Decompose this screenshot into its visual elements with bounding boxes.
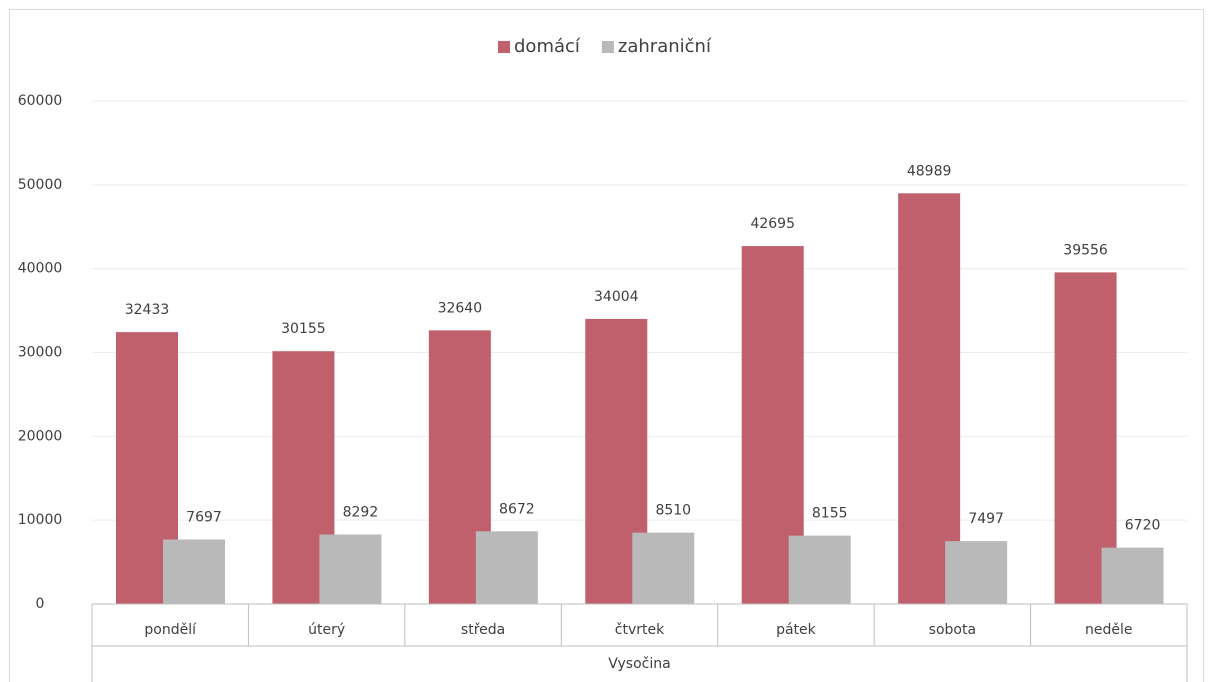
data-label: 8155 (812, 506, 848, 522)
data-label: 42695 (750, 216, 795, 232)
x-tick-label: sobota (929, 622, 976, 638)
data-label: 30155 (281, 321, 326, 337)
bar (475, 531, 538, 604)
x-group-label: Vysočina (608, 656, 670, 672)
x-tick-label: středa (461, 622, 505, 638)
data-label: 32433 (125, 302, 170, 318)
bar (788, 535, 851, 604)
data-label: 6720 (1125, 518, 1161, 534)
data-label: 8510 (655, 503, 691, 519)
y-tick-label: 50000 (18, 177, 63, 193)
bar (1101, 547, 1164, 604)
legend-label: domácí (514, 36, 581, 57)
bar (163, 539, 225, 604)
y-tick-label: 40000 (18, 261, 63, 277)
data-label: 7497 (968, 511, 1004, 527)
legend-swatch (601, 41, 614, 53)
x-tick-label: pondělí (144, 622, 197, 638)
y-tick-label: 30000 (18, 345, 63, 361)
data-label: 7697 (186, 509, 222, 525)
legend-swatch (498, 41, 510, 53)
data-label: 8292 (343, 504, 379, 520)
y-tick-label: 60000 (18, 93, 63, 109)
data-label: 48989 (907, 163, 952, 179)
x-tick-label: pátek (776, 622, 817, 638)
legend-label: zahraniční (618, 36, 712, 57)
x-tick-label: čtvrtek (615, 622, 665, 638)
bar (319, 534, 382, 604)
data-label: 39556 (1063, 242, 1108, 258)
x-tick-label: úterý (308, 622, 345, 638)
data-label: 8672 (499, 501, 535, 517)
data-label: 32640 (438, 300, 483, 316)
bar (945, 541, 1008, 604)
data-label: 34004 (594, 289, 639, 305)
x-tick-label: neděle (1085, 622, 1133, 638)
y-tick-label: 10000 (18, 512, 63, 528)
bar (898, 193, 961, 604)
chart-border (9, 9, 1204, 682)
y-tick-label: 0 (36, 596, 45, 612)
y-tick-label: 20000 (18, 428, 63, 444)
bar (632, 532, 695, 604)
